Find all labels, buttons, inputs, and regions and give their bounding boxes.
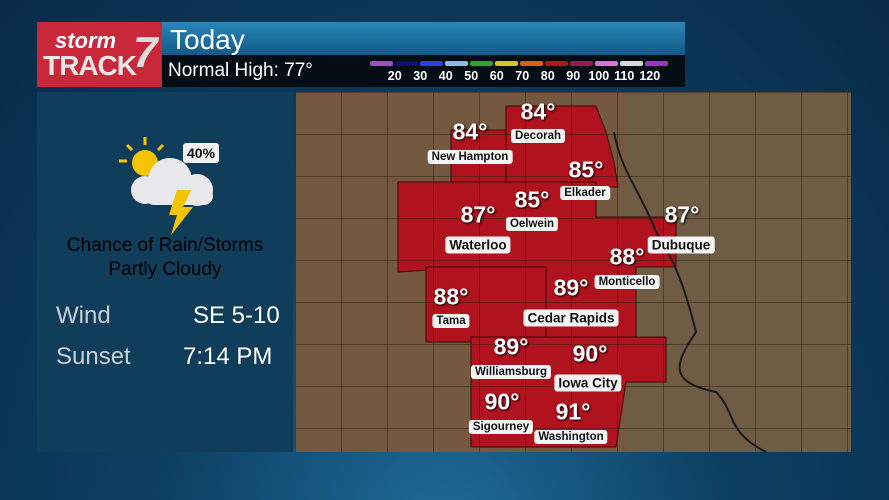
legend-label: 40 — [438, 69, 453, 83]
legend-swatch — [620, 61, 643, 66]
sunset-value: 7:14 PM — [183, 343, 273, 370]
city-temperature: 87° — [664, 201, 700, 228]
logo-7: 7 — [133, 28, 158, 77]
legend-label: 60 — [489, 69, 504, 83]
normal-high: Normal High: 77° — [162, 55, 685, 87]
legend-swatch — [445, 61, 468, 66]
precip-chance-badge: 40% — [183, 143, 220, 163]
legend-label: 30 — [413, 69, 428, 83]
wind-label: Wind — [56, 302, 111, 329]
legend-swatch — [645, 61, 668, 66]
city-name-label: Tama — [432, 314, 470, 328]
logo-track: TRACK — [43, 50, 137, 81]
legend-label: 70 — [515, 69, 530, 83]
legend-swatch — [595, 61, 618, 66]
city-name-label: Monticello — [594, 275, 660, 289]
forecast-panel — [37, 92, 293, 452]
city-name-label: Williamsburg — [470, 365, 552, 379]
legend-swatch — [520, 61, 543, 66]
city-name-label: Sigourney — [468, 420, 534, 434]
partly-cloudy-thunderstorm-icon — [119, 137, 213, 235]
city-temperature: 84° — [520, 98, 556, 125]
page-title: Today — [162, 22, 685, 55]
legend-swatch — [495, 61, 518, 66]
city-name-label: Oelwein — [505, 217, 559, 231]
condition-line2: Partly Cloudy — [108, 259, 222, 280]
city-name-label: Washington — [534, 430, 608, 444]
wind-value: SE 5-10 — [193, 302, 280, 329]
city-name-label: Elkader — [560, 186, 610, 200]
sunset-label: Sunset — [56, 343, 131, 370]
legend-swatch — [420, 61, 443, 66]
legend-label: 20 — [387, 69, 402, 83]
temperature-legend — [370, 61, 668, 66]
city-temperature: 87° — [460, 201, 496, 228]
legend-swatch — [370, 61, 393, 66]
logo-storm: storm — [55, 28, 117, 53]
city-temperature: 91° — [555, 398, 591, 425]
stormtrack7-logo: storm TRACK 7 — [37, 22, 162, 87]
legend-label: 50 — [464, 69, 479, 83]
map-counties — [296, 92, 851, 452]
legend-labels: 20 30 40 50 60 70 80 90 100 110 120 — [382, 69, 663, 83]
city-temperature: 84° — [452, 118, 488, 145]
legend-swatch — [545, 61, 568, 66]
city-name-label: Decorah — [510, 129, 566, 143]
legend-label: 90 — [566, 69, 581, 83]
city-temperature: 88° — [433, 283, 469, 310]
legend-label: 100 — [588, 69, 610, 83]
city-temperature: 85° — [568, 156, 604, 183]
city-temperature: 90° — [572, 340, 608, 367]
city-temperature: 90° — [484, 388, 520, 415]
legend-swatch — [470, 61, 493, 66]
city-temperature: 89° — [553, 274, 589, 301]
city-name-label: New Hampton — [427, 150, 513, 164]
city-name-label: Waterloo — [445, 236, 511, 254]
city-temperature: 88° — [609, 243, 645, 270]
legend-label: 110 — [614, 69, 635, 83]
city-name-label: Cedar Rapids — [523, 309, 619, 327]
city-name-label: Iowa City — [554, 374, 622, 392]
legend-label: 80 — [540, 69, 555, 83]
legend-label: 120 — [639, 69, 661, 83]
legend-swatch — [570, 61, 593, 66]
legend-swatch — [395, 61, 418, 66]
city-name-label: Dubuque — [647, 236, 715, 254]
city-temperature: 85° — [514, 186, 550, 213]
city-temperature: 89° — [493, 333, 529, 360]
forecast-map: 84° Decorah 84° New Hampton 85° Elkader 85° Oel… — [296, 92, 851, 452]
condition-line1: Chance of Rain/Storms — [66, 235, 264, 256]
